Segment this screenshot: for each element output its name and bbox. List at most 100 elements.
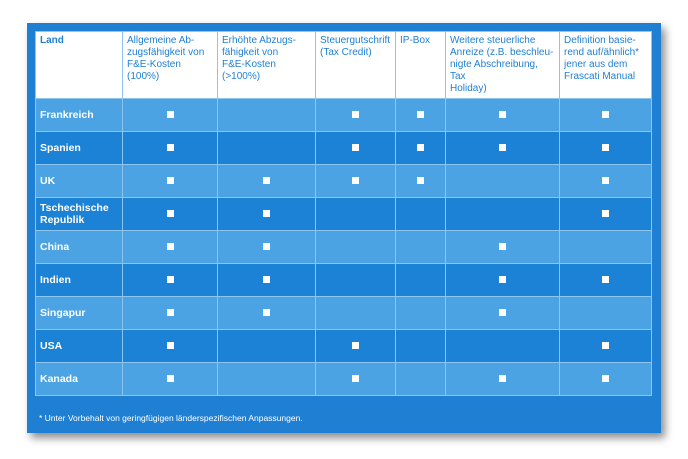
checkmark-square-icon xyxy=(499,111,506,119)
mark-cell xyxy=(559,230,652,264)
mark-cell xyxy=(217,230,316,264)
mark-cell xyxy=(315,230,396,264)
header-general-deductibility: Allgemeine Ab-zugsfähigkeit von F&E-Koste… xyxy=(122,31,218,99)
mark-cell xyxy=(395,230,446,264)
mark-cell xyxy=(315,329,396,363)
header-land: Land xyxy=(35,31,123,99)
checkmark-square-icon xyxy=(166,375,174,383)
mark-cell xyxy=(445,296,560,330)
mark-cell xyxy=(122,197,218,231)
mark-cell xyxy=(315,296,396,330)
mark-cell xyxy=(122,230,218,264)
checkmark-square-icon xyxy=(352,342,359,350)
mark-cell xyxy=(217,131,316,165)
mark-cell xyxy=(559,98,652,132)
checkmark-square-icon xyxy=(602,111,609,119)
checkmark-square-icon xyxy=(602,375,609,383)
country-cell: Singapur xyxy=(35,296,123,330)
table-row: Spanien xyxy=(35,131,652,165)
mark-cell xyxy=(217,362,316,396)
mark-cell xyxy=(217,263,316,297)
checkmark-square-icon xyxy=(417,144,424,152)
mark-cell xyxy=(445,131,560,165)
checkmark-square-icon xyxy=(417,111,424,119)
mark-cell xyxy=(395,131,446,165)
header-other-incentives: Weitere steuerliche Anreize (z.B. beschle… xyxy=(445,31,560,99)
mark-cell xyxy=(395,362,446,396)
mark-cell xyxy=(122,263,218,297)
checkmark-square-icon xyxy=(352,144,359,152)
checkmark-square-icon xyxy=(166,111,174,119)
footnote: * Unter Vorbehalt von geringfügigen länd… xyxy=(39,413,303,423)
country-cell: Tschechische Republik xyxy=(35,197,123,231)
mark-cell xyxy=(559,131,652,165)
checkmark-square-icon xyxy=(263,243,270,251)
table-row: China xyxy=(35,230,652,264)
mark-cell xyxy=(445,197,560,231)
table-row: Indien xyxy=(35,263,652,297)
checkmark-square-icon xyxy=(352,375,359,383)
mark-cell xyxy=(315,164,396,198)
mark-cell xyxy=(395,98,446,132)
mark-cell xyxy=(315,197,396,231)
mark-cell xyxy=(122,131,218,165)
mark-cell xyxy=(445,263,560,297)
table-row: Tschechische Republik xyxy=(35,197,652,231)
checkmark-square-icon xyxy=(499,309,506,317)
mark-cell xyxy=(217,197,316,231)
checkmark-square-icon xyxy=(602,342,609,350)
checkmark-square-icon xyxy=(166,243,174,251)
checkmark-square-icon xyxy=(263,276,270,284)
mark-cell xyxy=(217,164,316,198)
mark-cell xyxy=(445,164,560,198)
table-row: Singapur xyxy=(35,296,652,330)
country-cell: China xyxy=(35,230,123,264)
checkmark-square-icon xyxy=(263,177,270,185)
mark-cell xyxy=(122,362,218,396)
mark-cell xyxy=(217,98,316,132)
mark-cell xyxy=(315,98,396,132)
mark-cell xyxy=(395,263,446,297)
mark-cell xyxy=(559,329,652,363)
table-row: USA xyxy=(35,329,652,363)
mark-cell xyxy=(217,329,316,363)
mark-cell xyxy=(395,329,446,363)
table-row: Frankreich xyxy=(35,98,652,132)
checkmark-square-icon xyxy=(263,309,270,317)
checkmark-square-icon xyxy=(263,210,270,218)
mark-cell xyxy=(559,164,652,198)
mark-cell xyxy=(445,98,560,132)
mark-cell xyxy=(315,131,396,165)
checkmark-square-icon xyxy=(417,177,424,185)
header-increased-deductibility: Erhöhte Abzugs-fähigkeit von F&E-Kosten (… xyxy=(217,31,316,99)
mark-cell xyxy=(122,296,218,330)
checkmark-square-icon xyxy=(602,210,609,218)
checkmark-square-icon xyxy=(166,276,174,284)
mark-cell xyxy=(559,263,652,297)
checkmark-square-icon xyxy=(352,177,359,185)
checkmark-square-icon xyxy=(166,177,174,185)
comparison-table-panel: Land Allgemeine Ab-zugsfähigkeit von F&E-… xyxy=(27,23,661,433)
header-tax-credit: Steuergutschrift (Tax Credit) xyxy=(315,31,396,99)
mark-cell xyxy=(122,329,218,363)
checkmark-square-icon xyxy=(166,342,174,350)
country-cell: Kanada xyxy=(35,362,123,396)
country-cell: USA xyxy=(35,329,123,363)
table-row: Kanada xyxy=(35,362,652,396)
checkmark-square-icon xyxy=(166,309,174,317)
tax-incentive-table: Land Allgemeine Ab-zugsfähigkeit von F&E-… xyxy=(35,31,652,396)
mark-cell xyxy=(445,362,560,396)
mark-cell xyxy=(445,329,560,363)
mark-cell xyxy=(559,362,652,396)
table-header-row: Land Allgemeine Ab-zugsfähigkeit von F&E-… xyxy=(35,31,652,99)
mark-cell xyxy=(315,362,396,396)
header-frascati-definition: Definition basie-rend auf/ähnlich* jener … xyxy=(559,31,652,99)
checkmark-square-icon xyxy=(166,210,174,218)
checkmark-square-icon xyxy=(499,375,506,383)
mark-cell xyxy=(559,296,652,330)
mark-cell xyxy=(559,197,652,231)
header-ip-box: IP-Box xyxy=(395,31,446,99)
checkmark-square-icon xyxy=(352,111,359,119)
checkmark-square-icon xyxy=(602,144,609,152)
checkmark-square-icon xyxy=(499,276,506,284)
